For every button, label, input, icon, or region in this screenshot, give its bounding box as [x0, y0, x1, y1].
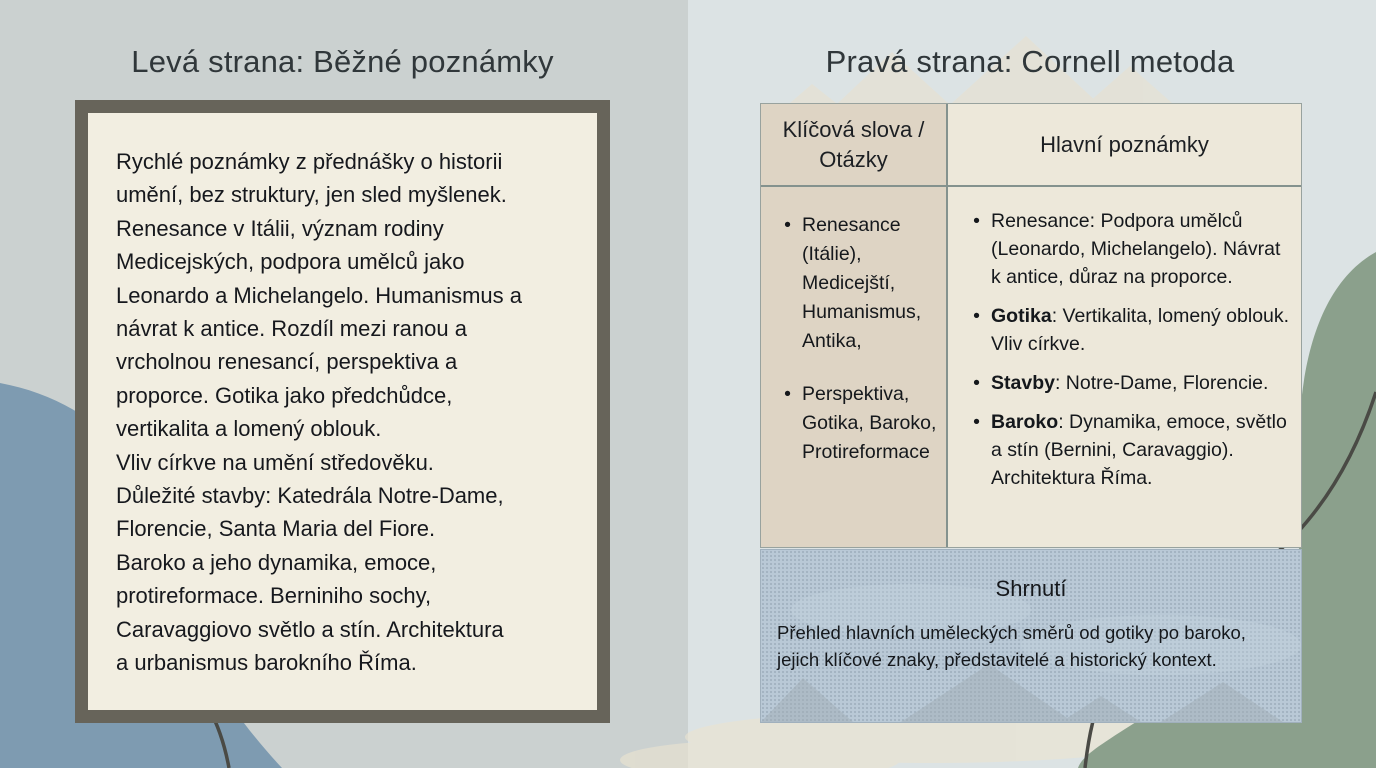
bullet-icon: • [973, 411, 980, 433]
note-item: • Baroko: Dynamika, emoce, světlo a stín… [968, 408, 1293, 492]
keyword-item-text: Perspektiva, Gotika, Baroko, Protireform… [802, 383, 937, 463]
keyword-item: • Renesance (Itálie), Medicejští, Humani… [779, 211, 940, 356]
cornell-table: Klíčová slova / Otázky • Renesance (Itál… [760, 103, 1302, 548]
bullet-icon: • [973, 210, 980, 232]
note-item: • Gotika: Vertikalita, lomený oblouk. Vl… [968, 302, 1293, 358]
bullet-icon: • [973, 372, 980, 394]
notes-column-header: Hlavní poznámky [948, 104, 1301, 187]
bullet-icon: • [784, 383, 791, 405]
bullet-icon: • [973, 305, 980, 327]
keywords-column: Klíčová slova / Otázky • Renesance (Itál… [761, 104, 948, 547]
keywords-list: • Renesance (Itálie), Medicejští, Humani… [761, 187, 946, 491]
note-item-text: Baroko: Dynamika, emoce, světlo a stín (… [991, 411, 1287, 489]
keywords-column-header: Klíčová slova / Otázky [761, 104, 946, 187]
main-notes-list: • Renesance: Podpora umělců (Leonardo, M… [948, 187, 1301, 503]
keyword-item: • Perspektiva, Gotika, Baroko, Protirefo… [779, 380, 940, 467]
cream-mountains-texture [790, 36, 1172, 103]
note-item: • Renesance: Podpora umělců (Leonardo, M… [968, 207, 1293, 291]
note-item-text: Gotika: Vertikalita, lomený oblouk. Vliv… [991, 305, 1290, 355]
note-item: • Stavby: Notre-Dame, Florencie. [968, 369, 1293, 397]
keyword-item-text: Renesance (Itálie), Medicejští, Humanism… [802, 214, 922, 352]
note-item-text: Renesance: Podpora umělců (Leonardo, Mic… [991, 210, 1281, 288]
bullet-icon: • [784, 214, 791, 236]
left-panel-title: Levá strana: Běžné poznámky [131, 44, 554, 79]
summary-halftone-texture [761, 584, 1301, 722]
note-item-lead: Gotika [991, 305, 1052, 327]
note-item-lead: Stavby [991, 372, 1055, 394]
plain-notes-text: Rychlé poznámky z přednášky o historii u… [116, 149, 523, 676]
plain-notes-card: Rychlé poznámky z přednášky o historii u… [75, 100, 610, 723]
summary-title: Shrnutí [995, 576, 1067, 601]
note-item-lead: Baroko [991, 411, 1059, 433]
summary-text: Přehled hlavních uměleckých směrů od got… [777, 622, 1246, 670]
right-panel-title: Pravá strana: Cornell metoda [825, 44, 1235, 79]
note-item-text: Stavby: Notre-Dame, Florencie. [991, 372, 1269, 394]
main-notes-column: Hlavní poznámky • Renesance: Podpora umě… [948, 104, 1301, 547]
cream-bottom-texture [620, 711, 1175, 768]
summary-box: Shrnutí Přehled hlavních uměleckých směr… [760, 549, 1302, 723]
